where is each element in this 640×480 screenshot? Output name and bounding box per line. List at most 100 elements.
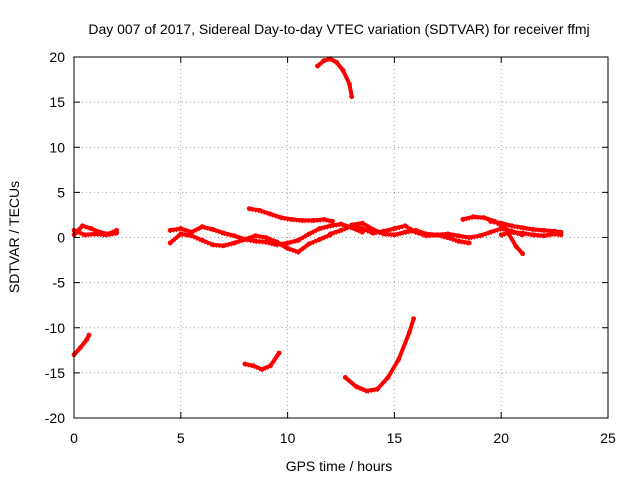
data-point: [278, 215, 284, 221]
series-arc-8: [315, 56, 355, 100]
data-point: [413, 227, 419, 233]
x-tick-label: 25: [600, 430, 616, 446]
data-point: [364, 388, 369, 394]
data-point: [471, 214, 476, 220]
data-point: [530, 227, 536, 232]
data-point: [285, 240, 290, 246]
data-point: [558, 232, 564, 238]
data-point: [231, 233, 237, 239]
data-point: [253, 233, 258, 239]
data-point: [338, 221, 344, 227]
data-point: [509, 223, 515, 229]
data-point: [167, 227, 173, 233]
chart-title: Day 007 of 2017, Sidereal Day-to-day VTE…: [88, 21, 589, 37]
data-point: [381, 231, 387, 237]
data-point: [295, 237, 301, 243]
y-tick-label: -15: [45, 365, 65, 381]
data-point: [520, 225, 525, 231]
data-point: [520, 230, 525, 236]
data-point: [481, 215, 487, 221]
data-point: [340, 68, 346, 73]
data-point: [315, 63, 320, 69]
data-point: [321, 217, 327, 222]
data-point: [300, 218, 305, 223]
data-point: [456, 238, 461, 244]
data-point: [466, 235, 472, 240]
data-point: [289, 217, 295, 222]
y-tick-label: 5: [57, 184, 65, 200]
data-point: [167, 240, 173, 246]
data-point: [295, 249, 301, 255]
data-point: [310, 218, 316, 223]
series-scatter-band: [169, 235, 331, 255]
series-arc-14: [498, 229, 564, 239]
data-point: [342, 375, 348, 380]
series-scatter-band: [344, 320, 415, 394]
data-point: [424, 231, 429, 237]
data-point: [317, 236, 322, 242]
data-point: [407, 329, 412, 335]
data-point: [321, 58, 327, 63]
data-point: [402, 229, 408, 235]
data-point: [268, 363, 273, 369]
data-point: [306, 231, 312, 237]
y-tick-label: -10: [45, 320, 65, 336]
data-point: [221, 230, 226, 236]
data-point: [385, 375, 391, 380]
data-point: [268, 211, 273, 217]
data-point: [242, 236, 248, 242]
data-point: [86, 332, 92, 338]
y-axis-label: SDTVAR / TECUs: [6, 181, 22, 293]
x-tick-label: 5: [177, 430, 185, 446]
data-point: [327, 56, 333, 62]
data-point: [263, 235, 269, 240]
x-axis-label: GPS time / hours: [286, 458, 393, 474]
data-point: [541, 233, 547, 239]
data-point: [509, 229, 515, 235]
data-point: [242, 361, 248, 367]
data-point: [349, 222, 355, 228]
data-point: [353, 384, 359, 389]
data-point: [251, 363, 256, 369]
y-tick-label: 10: [49, 139, 65, 155]
data-point: [503, 226, 508, 231]
x-tick-label: 15: [387, 430, 403, 446]
axis-ticks: 0 5 10 15 20 25 -20 -15 -10 -5 0 5 10 15 20: [45, 49, 616, 446]
data-point: [434, 232, 440, 238]
data-point: [513, 244, 519, 249]
data-point: [221, 243, 226, 249]
data-point: [360, 226, 365, 231]
data-point: [392, 232, 397, 238]
data-point: [84, 337, 90, 342]
data-point: [347, 81, 352, 87]
data-point: [317, 226, 322, 231]
data-point: [88, 226, 94, 231]
x-tick-label: 20: [493, 430, 509, 446]
data-point: [327, 223, 333, 229]
data-point: [402, 223, 408, 229]
series-line: [242, 351, 282, 372]
series-arc-10: [349, 220, 472, 246]
data-point: [178, 226, 184, 231]
data-point: [530, 232, 536, 238]
data-point: [488, 229, 493, 235]
data-point: [552, 231, 557, 237]
data-point: [103, 232, 109, 238]
data-point: [199, 237, 205, 243]
data-point: [257, 208, 263, 213]
data-point: [78, 345, 83, 350]
data-point: [445, 231, 451, 237]
series-arc-6: [246, 206, 335, 225]
data-point: [460, 217, 466, 222]
data-point: [231, 240, 237, 246]
series-arc-7: [242, 350, 282, 373]
data-point: [338, 227, 344, 233]
data-point: [334, 60, 340, 65]
data-point: [498, 232, 504, 238]
data-point: [466, 240, 472, 246]
data-point: [276, 350, 282, 356]
series-line: [72, 333, 91, 357]
data-point: [274, 239, 280, 245]
series-scatter-band: [73, 231, 117, 238]
data-point: [349, 94, 355, 100]
